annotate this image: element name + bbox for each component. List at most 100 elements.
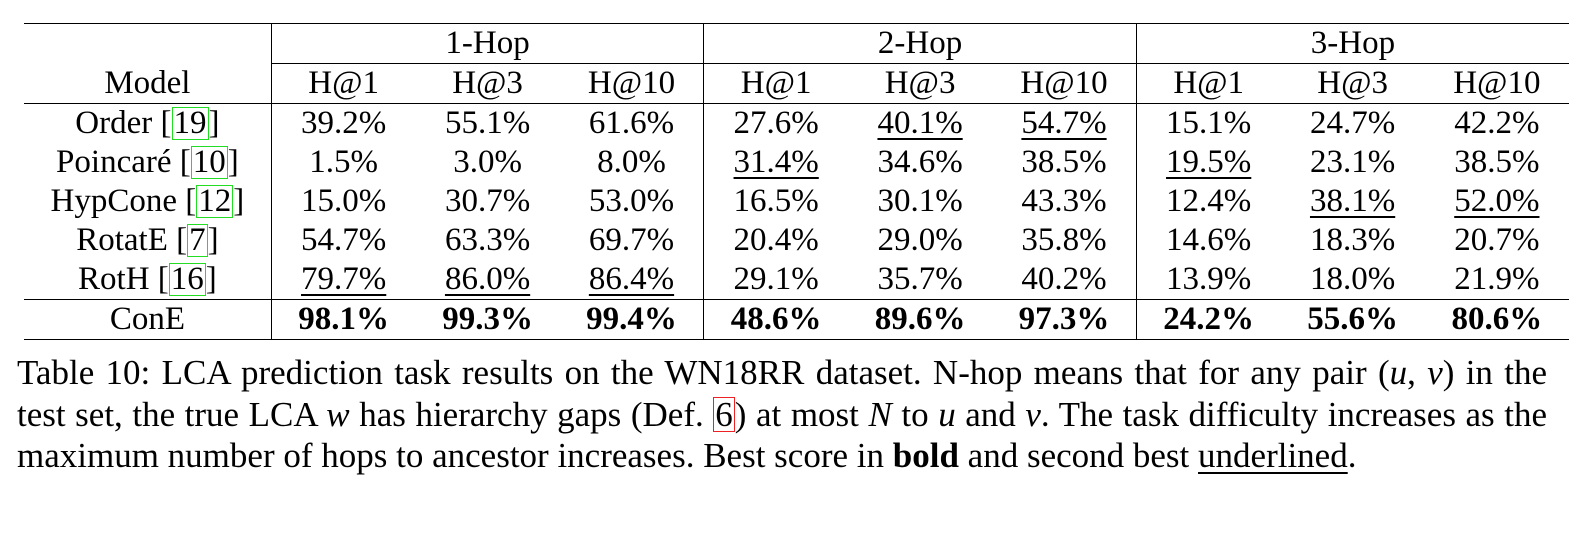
score-cell: 43.3%	[992, 182, 1136, 221]
score-value: 13.9%	[1166, 261, 1252, 297]
metric-header: H@3	[884, 65, 956, 101]
metric-header: H@1	[1135, 63, 1281, 104]
score-cell: 52.0%	[1425, 182, 1569, 221]
score-value: 97.3%	[1018, 301, 1110, 337]
score-value: 35.8%	[1021, 222, 1107, 258]
caption-text: ) at most	[734, 394, 869, 434]
score-value: 38.5%	[1021, 144, 1107, 180]
caption-text: ) in the test set, the true LCA	[17, 353, 1548, 434]
score-value: 99.4%	[586, 301, 677, 337]
metric-header: H@10	[1020, 65, 1108, 101]
caption-math-N: N	[868, 394, 892, 434]
score-cell: 13.9%	[1135, 260, 1281, 300]
score-cell: 23.1%	[1281, 143, 1425, 182]
score-value: 12.4%	[1166, 183, 1252, 219]
definition-reference-link[interactable]: 6	[713, 394, 735, 434]
caption-math-u: u	[938, 394, 956, 434]
score-value: 21.9%	[1454, 261, 1540, 297]
model-name-cell: ConE	[24, 299, 272, 340]
score-cell: 99.4%	[559, 299, 704, 340]
model-column-header: Model	[104, 64, 191, 101]
score-value: 27.6%	[733, 105, 819, 141]
score-value: 61.6%	[588, 105, 675, 141]
score-value: 80.6%	[1451, 301, 1543, 337]
group-header-row: 1-Hop 2-Hop 3-Hop	[24, 23, 1569, 64]
score-value: 35.7%	[877, 261, 963, 297]
score-value: 24.7%	[1309, 105, 1396, 141]
citation-link[interactable]: 10	[190, 143, 228, 180]
score-value: 54.7%	[1021, 105, 1107, 141]
score-value: 79.7%	[301, 261, 387, 297]
score-value: 98.1%	[298, 301, 390, 337]
score-cell: 39.2%	[270, 103, 416, 143]
caption-text: . The task difficulty increases as the m…	[17, 394, 1547, 476]
score-cell: 20.7%	[1425, 221, 1569, 260]
score-value: 86.0%	[444, 261, 531, 297]
citation-link[interactable]: 16	[168, 260, 206, 297]
score-cell: 29.0%	[848, 221, 992, 260]
citation-link[interactable]: 7	[187, 221, 208, 258]
score-value: 38.1%	[1309, 183, 1396, 219]
score-cell: 21.9%	[1425, 260, 1569, 300]
score-cell: 35.7%	[848, 260, 992, 300]
score-cell: 38.5%	[1425, 143, 1569, 182]
score-cell: 42.2%	[1424, 103, 1569, 143]
score-cell: 16.5%	[703, 182, 848, 221]
score-cell: 18.0%	[1281, 260, 1425, 300]
group-header-3hop: 3-Hop	[1135, 23, 1569, 64]
score-cell: 3.0%	[415, 143, 559, 182]
score-cell: 61.6%	[559, 103, 704, 143]
score-cell: 99.3%	[415, 299, 560, 340]
metric-header: H@3	[1317, 65, 1388, 101]
model-name: Order	[75, 104, 153, 141]
caption-math-v: v	[1025, 394, 1041, 434]
score-cell: 55.6%	[1280, 299, 1425, 340]
score-value: 18.0%	[1309, 261, 1396, 297]
score-cell: 54.7%	[270, 221, 416, 260]
score-value: 34.6%	[877, 144, 963, 180]
table-caption: Table 10: LCA prediction task results on…	[17, 352, 1547, 477]
score-value: 29.0%	[877, 222, 963, 258]
score-cell: 34.6%	[848, 143, 992, 182]
score-value: 16.5%	[733, 183, 819, 219]
score-value: 29.1%	[733, 261, 819, 297]
score-value: 19.5%	[1166, 144, 1252, 180]
caption-text: LCA prediction task results on the WN18R…	[150, 353, 1390, 392]
score-value: 3.0%	[453, 144, 522, 180]
score-cell: 19.5%	[1135, 143, 1281, 182]
table-row: RotH [16] 79.7% 86.0% 86.4% 29.1% 35.7% 40.2% 1…	[24, 260, 1569, 300]
score-cell: 38.5%	[992, 143, 1136, 182]
citation-link[interactable]: 19	[171, 104, 209, 141]
citation-link[interactable]: 12	[196, 182, 234, 219]
score-value: 63.3%	[444, 222, 531, 258]
score-value: 40.1%	[877, 105, 963, 141]
score-cell: 31.4%	[703, 143, 848, 182]
score-value: 55.1%	[444, 105, 531, 141]
caption-text: .	[1347, 436, 1357, 475]
table-row: ConE 98.1% 99.3% 99.4% 48.6% 89.6% 97.3% 24.2% 5…	[24, 299, 1569, 340]
score-cell: 40.2%	[992, 260, 1136, 300]
model-name-cell: Order [19]	[24, 103, 272, 143]
model-name-cell: Poincaré [10]	[56, 143, 239, 180]
score-value: 38.5%	[1454, 144, 1540, 180]
score-cell: 86.0%	[415, 260, 559, 300]
score-value: 52.0%	[1454, 183, 1540, 219]
score-cell: 69.7%	[560, 221, 704, 260]
caption-text: has hierarchy gaps (Def.	[349, 394, 714, 434]
metric-header: H@10	[1453, 65, 1541, 101]
score-cell: 1.5%	[270, 143, 416, 182]
score-value: 20.7%	[1454, 222, 1540, 258]
score-cell: 30.1%	[848, 182, 992, 221]
score-value: 15.0%	[301, 183, 387, 219]
score-cell: 15.1%	[1135, 103, 1281, 143]
score-value: 86.4%	[588, 261, 675, 297]
score-value: 18.3%	[1309, 222, 1396, 258]
score-cell: 30.7%	[415, 182, 559, 221]
metric-header-row: Model H@1 H@3 H@10 H@1 H@3 H@10 H@1 H@3 …	[24, 63, 1569, 104]
score-cell: 12.4%	[1135, 182, 1281, 221]
score-cell: 15.0%	[270, 182, 416, 221]
score-cell: 79.7%	[270, 260, 416, 300]
score-value: 48.6%	[730, 301, 822, 337]
table-row: Order [19] 39.2% 55.1% 61.6% 27.6% 40.1% 54.7%…	[24, 103, 1569, 143]
model-name-cell: HypCone [12]	[50, 182, 245, 219]
